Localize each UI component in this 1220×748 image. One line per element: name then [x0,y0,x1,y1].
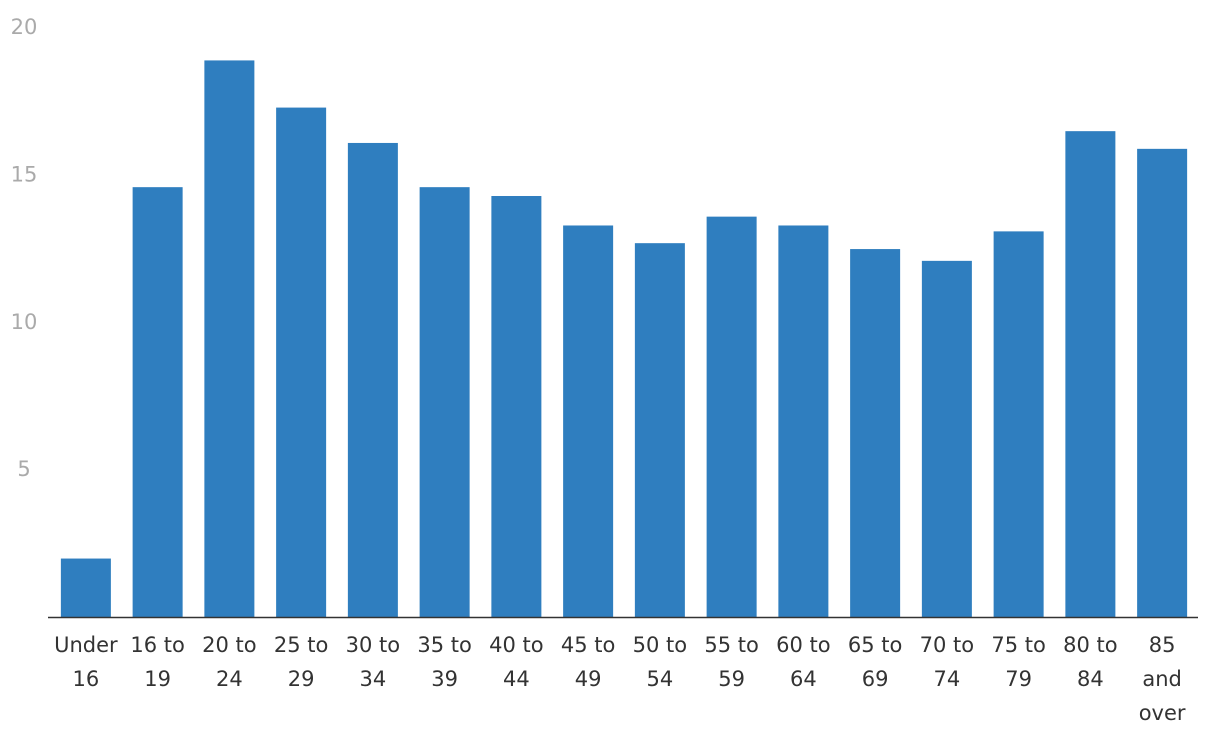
y-tick-label: 5 [17,457,30,481]
x-tick-label: 70 to 74 [919,633,975,691]
x-tick-label: 35 to 39 [417,633,472,691]
x-tick-label: 75 to 79 [991,633,1046,691]
x-tick-label: 50 to 54 [632,633,688,691]
x-tick-label: 45 to 49 [560,633,616,691]
y-tick-label: 20 [11,15,38,39]
x-tick-label: Under 16 [54,633,118,691]
y-tick-label: 15 [11,162,38,186]
bar [132,187,183,618]
x-tick-label: 60 to 64 [776,633,831,691]
bar [706,216,757,618]
bar [204,60,255,618]
x-tick-label: 25 to 29 [273,633,329,691]
bar [419,187,470,618]
x-tick-label: 30 to 34 [345,633,401,691]
x-tick-label: 80 to 84 [1063,633,1118,691]
bar [60,558,111,618]
bar [276,107,327,618]
x-tick-label: 55 to 59 [704,633,759,691]
bar [778,225,829,618]
x-tick-label: 40 to 44 [489,633,544,691]
bar [491,196,542,618]
bar [347,142,398,618]
bar [1065,131,1116,618]
x-tick-label: 16 to 19 [130,633,185,691]
y-tick-label: 10 [11,310,38,334]
x-tick-label: 65 to 69 [847,633,903,691]
bar [993,231,1044,618]
bar [634,243,685,618]
bar [921,260,972,618]
x-tick-label: 20 to 24 [202,633,257,691]
bar [850,249,901,618]
bar [1137,148,1188,618]
bar [563,225,614,618]
x-tick-label: 85 and over [1138,633,1186,725]
